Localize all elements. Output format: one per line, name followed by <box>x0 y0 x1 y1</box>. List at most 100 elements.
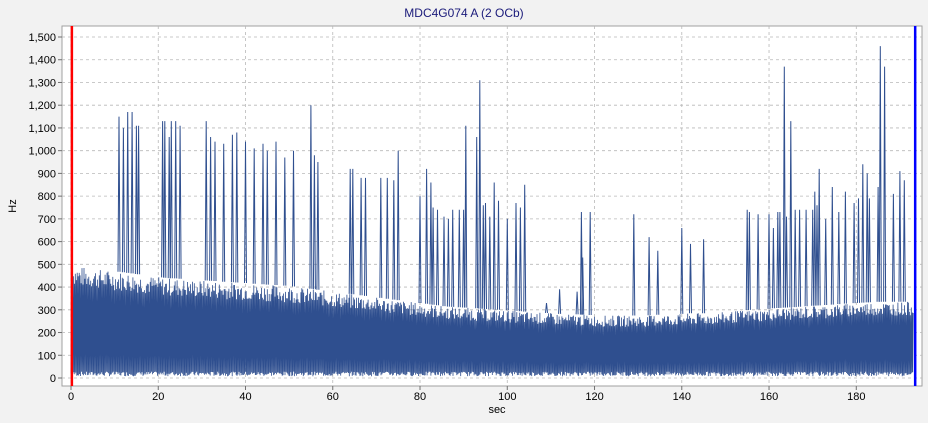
y-tick-label: 600 <box>38 237 56 249</box>
y-tick-label: 1,500 <box>28 32 56 44</box>
spike <box>878 46 882 302</box>
spike <box>867 198 871 303</box>
spike <box>771 227 775 309</box>
spike <box>523 184 527 312</box>
spike <box>581 257 585 315</box>
spike <box>425 168 429 304</box>
spike <box>396 150 400 301</box>
signal-trace <box>70 267 914 377</box>
spike <box>130 111 134 274</box>
x-tick-label: 60 <box>327 391 339 403</box>
spike <box>364 177 367 296</box>
y-tick-label: 200 <box>38 328 56 340</box>
spike <box>883 66 887 302</box>
spike <box>385 177 389 299</box>
spike <box>689 243 692 314</box>
y-tick-label: 1,300 <box>28 77 56 89</box>
spike <box>351 168 355 295</box>
x-tick-label: 120 <box>585 391 603 403</box>
spike <box>312 155 316 290</box>
spike <box>702 239 706 314</box>
y-tick-label: 500 <box>38 259 56 271</box>
spike <box>222 143 226 282</box>
spike <box>647 237 651 316</box>
x-tick-label: 140 <box>673 391 691 403</box>
spike <box>793 209 797 308</box>
spike <box>481 205 485 309</box>
spike <box>817 168 821 306</box>
y-tick-label: 1,100 <box>28 123 56 135</box>
y-tick-label: 700 <box>38 214 56 226</box>
spike <box>680 227 684 314</box>
y-tick-label: 1,000 <box>28 146 56 158</box>
spike <box>656 250 660 315</box>
spike <box>348 168 352 294</box>
spike <box>209 136 213 281</box>
spike <box>865 173 869 303</box>
spike <box>505 218 509 311</box>
spike <box>824 218 828 306</box>
spike <box>316 161 320 290</box>
y-tick-label: 400 <box>38 282 56 294</box>
spike <box>891 193 895 302</box>
spike <box>169 121 173 279</box>
x-tick-label: 160 <box>760 391 778 403</box>
spike <box>451 209 455 307</box>
y-tick-label: 0 <box>50 373 56 385</box>
spike <box>204 121 208 281</box>
spike <box>857 198 860 303</box>
spike <box>392 180 396 300</box>
spike <box>745 209 749 311</box>
spike <box>121 127 125 273</box>
spike <box>558 289 562 314</box>
spike <box>861 164 865 303</box>
spike <box>265 150 269 285</box>
spike <box>442 216 446 307</box>
spike <box>446 218 450 307</box>
spike <box>852 202 856 304</box>
spike <box>117 116 121 272</box>
spike <box>429 182 433 305</box>
spike <box>488 216 492 310</box>
spike <box>464 125 468 308</box>
spike <box>484 202 487 310</box>
spike <box>747 211 751 310</box>
y-tick-label: 300 <box>38 305 56 317</box>
spike <box>497 200 500 310</box>
spike <box>588 211 592 316</box>
spike <box>174 121 178 279</box>
x-axis-label: sec <box>488 404 506 416</box>
spike <box>632 214 636 316</box>
spike <box>436 209 439 306</box>
spike <box>134 125 138 275</box>
spike <box>475 136 479 309</box>
spike <box>898 171 902 302</box>
spike <box>163 121 167 278</box>
spike <box>830 186 834 305</box>
spike <box>213 141 217 282</box>
spike <box>274 141 278 286</box>
spike <box>843 191 847 304</box>
spike <box>359 177 363 296</box>
spike <box>876 186 880 302</box>
x-tick-label: 20 <box>152 391 164 403</box>
spike <box>798 209 802 307</box>
spike <box>545 302 548 313</box>
spike <box>804 209 808 307</box>
spike <box>778 211 782 308</box>
y-tick-label: 100 <box>38 350 56 362</box>
spike <box>137 125 141 275</box>
spike <box>776 211 780 309</box>
spike <box>292 150 295 287</box>
x-tick-label: 40 <box>239 391 251 403</box>
spike <box>431 207 435 305</box>
spike <box>261 143 265 285</box>
spike <box>178 125 182 279</box>
spike <box>514 202 518 311</box>
spike <box>518 207 522 312</box>
spike <box>756 214 760 310</box>
spike <box>785 216 788 308</box>
spike <box>575 291 579 315</box>
y-tick-label: 1,200 <box>28 100 56 112</box>
